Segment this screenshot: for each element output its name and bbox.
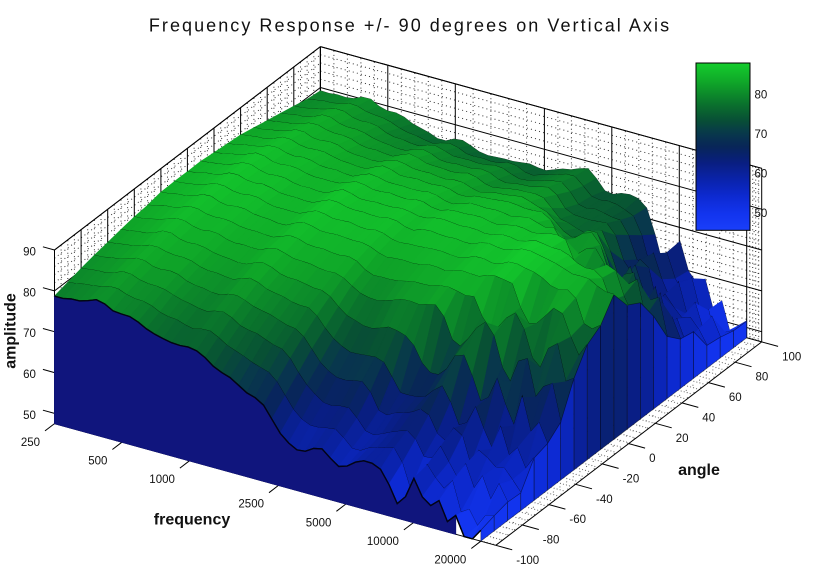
svg-text:1000: 1000 <box>149 474 175 486</box>
svg-text:20000: 20000 <box>434 555 466 567</box>
svg-text:-100: -100 <box>516 555 539 567</box>
svg-text:-80: -80 <box>543 535 560 547</box>
svg-text:angle: angle <box>678 462 720 479</box>
svg-text:60: 60 <box>729 392 742 404</box>
svg-text:80: 80 <box>756 372 769 384</box>
svg-text:Frequency Response +/- 90 degr: Frequency Response +/- 90 degrees on Ver… <box>149 16 671 36</box>
svg-text:-60: -60 <box>569 514 586 526</box>
svg-text:5000: 5000 <box>306 517 332 529</box>
svg-text:70: 70 <box>23 328 36 340</box>
svg-text:10000: 10000 <box>367 536 399 548</box>
svg-text:frequency: frequency <box>154 512 231 529</box>
svg-text:0: 0 <box>649 453 655 465</box>
svg-text:250: 250 <box>21 437 40 449</box>
svg-text:80: 80 <box>23 287 36 299</box>
svg-text:40: 40 <box>702 412 715 424</box>
svg-text:90: 90 <box>23 247 36 259</box>
svg-text:70: 70 <box>755 129 768 141</box>
svg-text:amplitude: amplitude <box>3 293 20 369</box>
svg-text:80: 80 <box>755 90 768 102</box>
svg-text:100: 100 <box>782 351 801 363</box>
svg-text:60: 60 <box>755 169 768 181</box>
svg-text:50: 50 <box>755 208 768 220</box>
svg-text:-40: -40 <box>596 494 613 506</box>
svg-text:-20: -20 <box>623 473 640 485</box>
svg-text:60: 60 <box>23 369 36 381</box>
svg-text:50: 50 <box>23 410 36 422</box>
svg-text:500: 500 <box>88 456 107 468</box>
svg-text:2500: 2500 <box>238 499 264 511</box>
svg-text:20: 20 <box>676 433 689 445</box>
